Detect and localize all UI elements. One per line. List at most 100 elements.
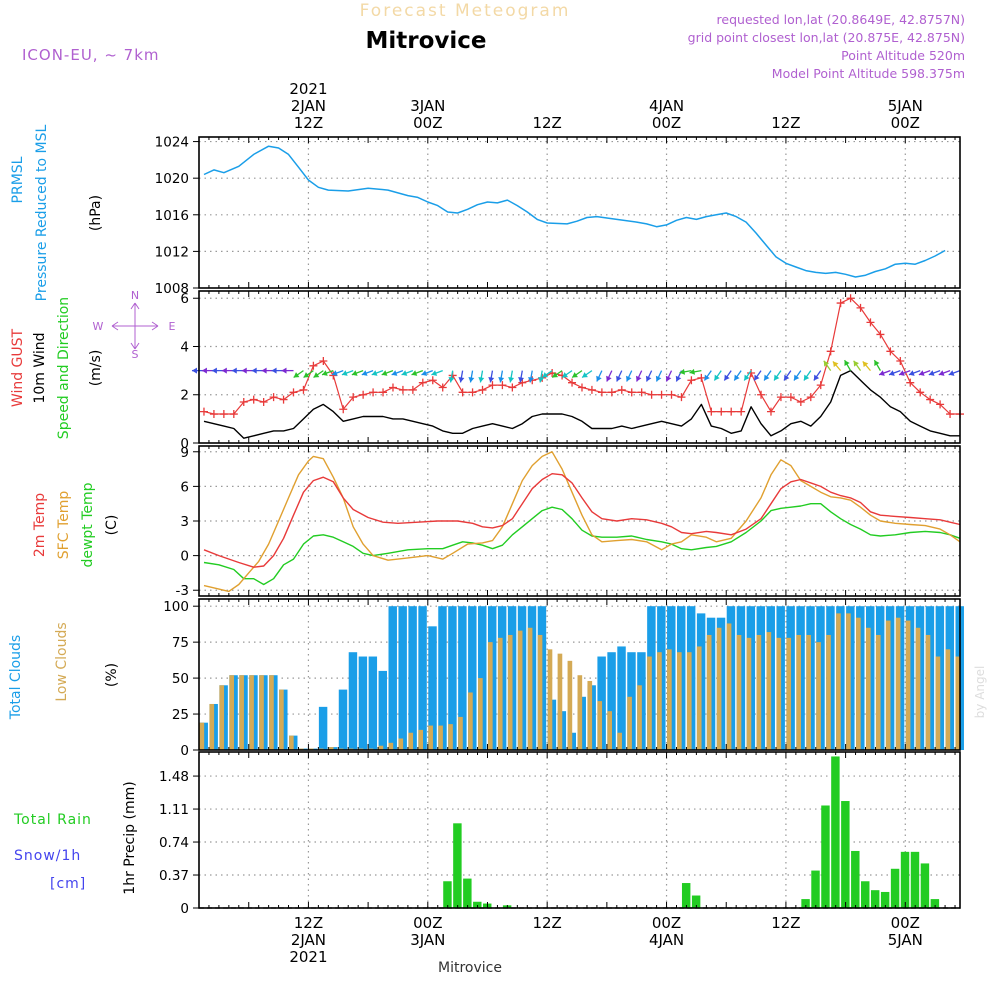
model-point-altitude: Model Point Altitude 598.375m (772, 66, 965, 81)
wind-direction-arrowhead (734, 374, 740, 381)
wind-direction-arrowhead (371, 370, 378, 376)
compass-east: E (169, 320, 176, 333)
total-cloud-bar (318, 706, 328, 750)
low-cloud-bar (716, 627, 722, 750)
top-time-label: 2JAN (291, 97, 326, 115)
low-cloud-bar (846, 613, 851, 750)
gust-marker (906, 378, 915, 387)
forecast-title: Forecast Meteogram (360, 1, 571, 21)
wind-direction-arrowhead (616, 375, 622, 382)
low-cloud-bar (219, 685, 225, 750)
wind-unit: (m/s) (88, 350, 104, 387)
wind-direction-arrowhead (724, 374, 730, 381)
wind-direction-arrowhead (889, 370, 895, 376)
wind-direction-arrowhead (596, 375, 602, 382)
low-cloud-bar (587, 680, 593, 750)
rain-bar (851, 850, 860, 908)
precip-label-rain: Total Rain (13, 812, 92, 828)
gust-marker (876, 330, 885, 339)
low-cloud-bar (657, 652, 662, 750)
wind-gust-line (203, 297, 960, 415)
wind-direction-arrowhead (488, 376, 495, 383)
gust-marker (597, 388, 606, 397)
low-cloud-bar (517, 630, 523, 750)
gust-marker (667, 390, 676, 399)
gust-marker (587, 385, 596, 394)
gust-marker (757, 390, 766, 399)
wind-direction-arrowhead (518, 376, 525, 383)
total-cloud-bar (398, 606, 407, 750)
rain-bar (691, 895, 701, 908)
low-cloud-bar (676, 652, 682, 750)
low-cloud-bar (547, 649, 553, 750)
low-cloud-bar (537, 634, 543, 750)
wind-direction-arrowhead (675, 375, 682, 382)
total-cloud-bar (358, 656, 368, 750)
rain-bar (900, 851, 910, 908)
wind-direction-arrowhead (704, 374, 710, 381)
gust-marker (617, 385, 626, 394)
total-cloud-bar (388, 606, 397, 750)
panel-frame (198, 751, 961, 909)
bottom-time-label: 2JAN (291, 931, 326, 949)
wind-direction-arrowhead (241, 367, 247, 374)
rain-bar (930, 899, 940, 908)
wind-direction-arrowhead (874, 360, 880, 367)
low-cloud-bar (816, 642, 821, 750)
gust-marker (836, 299, 845, 308)
low-cloud-bar (826, 634, 831, 750)
y-tick-label: 0 (180, 743, 189, 759)
low-cloud-bar (935, 656, 941, 750)
low-cloud-bar (249, 675, 254, 750)
wind-direction-arrowhead (431, 370, 438, 376)
wind-direction-arrowhead (689, 368, 695, 375)
wind-direction-arrowhead (313, 372, 320, 378)
gust-marker (279, 395, 288, 404)
gust-marker (229, 410, 238, 419)
low-cloud-bar (627, 696, 632, 750)
low-cloud-bar (378, 745, 384, 750)
wind-direction-arrowhead (381, 370, 388, 376)
gust-marker (747, 369, 756, 378)
signature-watermark: by Angel (973, 666, 987, 719)
gust-marker (846, 294, 855, 303)
rain-bar (801, 899, 810, 908)
wind-direction-arrowhead (928, 370, 935, 376)
clouds-label-total: Total Clouds (8, 635, 24, 720)
wind-direction-arrowhead (714, 374, 720, 381)
compass-north: N (131, 289, 139, 302)
gust-marker (896, 356, 905, 365)
total-cloud-bar (448, 606, 457, 750)
clouds-unit: (%) (104, 663, 120, 687)
low-cloud-bar (229, 675, 234, 750)
wind-direction-arrowhead (552, 372, 559, 378)
low-cloud-bar (776, 637, 782, 750)
y-tick-label: 9 (180, 445, 189, 461)
point-altitude: Point Altitude 520m (841, 48, 965, 63)
footer-location: Mitrovice (438, 960, 502, 976)
gust-marker (369, 388, 378, 397)
wind-direction-arrowhead (655, 375, 662, 382)
wind-direction-arrowhead (458, 376, 465, 383)
dewpoint-line (203, 503, 961, 586)
top-time-label: 12Z (532, 114, 561, 132)
model-label: ICON-EU, ~ 7km (22, 46, 160, 64)
low-cloud-bar (736, 634, 742, 750)
rain-bar (890, 868, 900, 908)
gust-marker (926, 395, 935, 404)
low-cloud-bar (428, 725, 433, 750)
top-time-label: 12Z (294, 114, 323, 132)
wind-direction-arrowhead (351, 370, 358, 376)
low-cloud-bar (468, 692, 473, 750)
wind-direction-arrowhead (231, 367, 237, 374)
y-tick-label: 0.37 (159, 868, 189, 884)
low-cloud-bar (497, 637, 503, 750)
requested-coordinates: requested lon,lat (20.8649E, 42.8757N) (717, 12, 965, 27)
y-tick-label: 1016 (155, 208, 189, 224)
wind-direction-arrowhead (908, 370, 915, 376)
y-tick-label: 3 (180, 514, 189, 530)
bottom-time-label: 12Z (532, 914, 561, 932)
low-cloud-bar (836, 613, 841, 750)
panel-frame (198, 136, 961, 289)
gust-marker (359, 390, 368, 399)
